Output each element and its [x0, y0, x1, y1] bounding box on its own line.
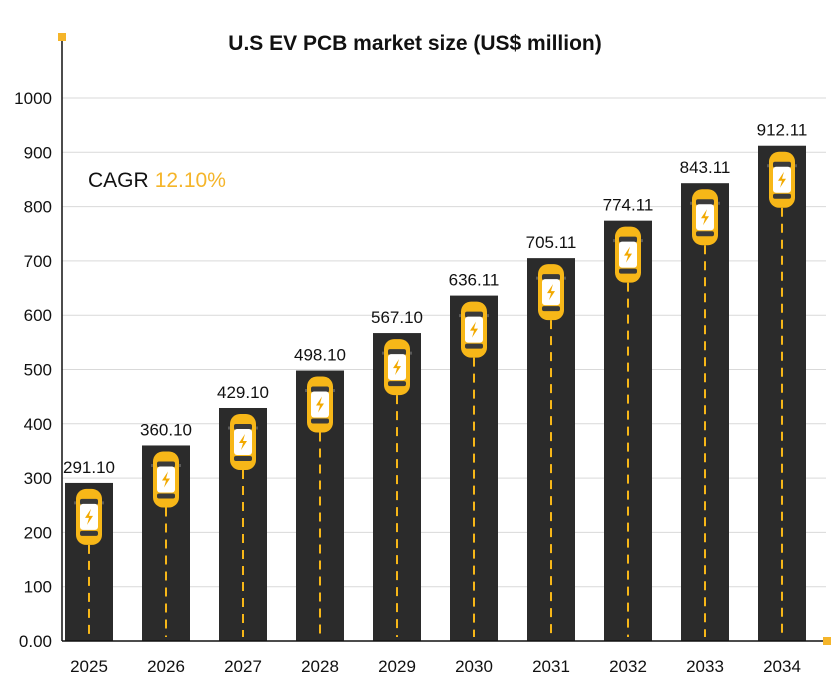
bar-group [65, 482, 113, 641]
lightning-bolt-icon [393, 359, 401, 376]
car-icon [305, 376, 335, 433]
car-icon [151, 451, 181, 508]
bar-group [142, 445, 190, 641]
bar-value-label: 360.10 [140, 420, 192, 439]
bar-value-label: 567.10 [371, 308, 423, 327]
lightning-bolt-icon [701, 209, 709, 226]
lightning-bolt-icon [624, 246, 632, 263]
x-tick-label: 2030 [455, 657, 493, 676]
car-icon [459, 301, 489, 358]
x-tick-label: 2034 [763, 657, 801, 676]
bar-value-label: 636.11 [449, 271, 500, 290]
y-tick-label: 900 [24, 143, 52, 162]
x-tick-label: 2029 [378, 657, 416, 676]
bars [65, 145, 806, 641]
x-tick-label: 2025 [70, 657, 108, 676]
bar-value-label: 774.11 [603, 196, 654, 215]
chart-title: U.S EV PCB market size (US$ million) [228, 32, 601, 55]
y-axis-end-marker [58, 33, 66, 41]
bar-group [450, 295, 498, 641]
bar-value-label: 291.10 [63, 458, 115, 477]
y-tick-label: 0.00 [19, 632, 52, 651]
bar-value-label: 705.11 [526, 233, 577, 252]
lightning-bolt-icon [162, 471, 170, 488]
car-icon [536, 264, 566, 321]
bar-group [758, 145, 806, 641]
x-tick-label: 2033 [686, 657, 724, 676]
y-tick-label: 200 [24, 523, 52, 542]
x-axis-end-marker [823, 637, 831, 645]
cagr-annotation: CAGR 12.10% [88, 169, 226, 192]
x-tick-label: 2027 [224, 657, 262, 676]
bar-value-label: 912.11 [757, 121, 808, 140]
bar-value-label: 843.11 [680, 158, 731, 177]
axes [58, 33, 831, 645]
car-icon [74, 488, 104, 545]
cagr-value: 12.10% [155, 169, 226, 192]
y-tick-label: 800 [24, 198, 52, 217]
cagr-label: CAGR [88, 169, 149, 192]
car-icon [767, 151, 797, 208]
x-tick-label: 2032 [609, 657, 647, 676]
x-tick-label: 2031 [532, 657, 570, 676]
y-tick-labels: 0.00 100 200 300 400 500 600 700 800 900 1000 [14, 89, 52, 651]
car-icon [690, 189, 720, 246]
lightning-bolt-icon [316, 396, 324, 413]
y-tick-label: 1000 [14, 89, 52, 108]
y-tick-label: 100 [24, 578, 52, 597]
bar-group [604, 220, 652, 641]
bar-group [527, 258, 575, 641]
lightning-bolt-icon [778, 171, 786, 188]
car-icon [613, 226, 643, 283]
bar-group [219, 407, 267, 641]
car-icon [228, 413, 258, 470]
bar-value-label: 498.10 [294, 346, 346, 365]
lightning-bolt-icon [239, 433, 247, 450]
y-tick-label: 400 [24, 415, 52, 434]
bar-group [373, 333, 421, 641]
bar-group [296, 370, 344, 641]
lightning-bolt-icon [470, 321, 478, 338]
bar-group [681, 183, 729, 641]
y-tick-label: 500 [24, 361, 52, 380]
x-tick-label: 2028 [301, 657, 339, 676]
y-tick-label: 600 [24, 306, 52, 325]
lightning-bolt-icon [547, 284, 555, 301]
lightning-bolt-icon [85, 508, 93, 525]
data-labels: 291.10 360.10 429.10 498.10 567.10 636.11 705.… [63, 121, 807, 477]
x-tick-label: 2026 [147, 657, 185, 676]
y-tick-label: 700 [24, 252, 52, 271]
car-icon [382, 339, 412, 396]
x-tick-labels: 2025 2026 2027 2028 2029 2030 2031 2032 2033 2034 [70, 657, 801, 676]
y-tick-label: 300 [24, 469, 52, 488]
bar-value-label: 429.10 [217, 383, 269, 402]
